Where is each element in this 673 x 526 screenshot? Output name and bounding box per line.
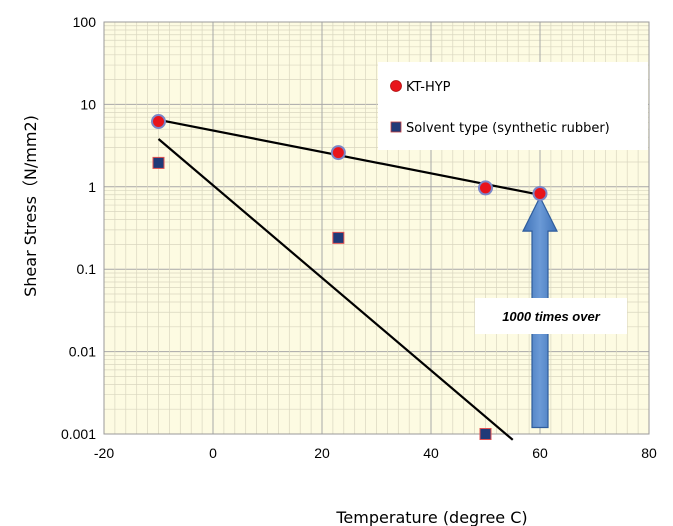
y-axis-label: Shear Stress（N/mm2) [21, 115, 40, 297]
x-tick-label: 40 [423, 445, 439, 461]
data-point-kt-hyp [532, 185, 548, 201]
annotation-background [475, 298, 627, 334]
x-tick-label: 0 [209, 445, 217, 461]
data-points [151, 114, 548, 440]
data-point-solvent [332, 231, 345, 244]
trendline-series-1 [158, 118, 541, 196]
x-tick-label: 60 [532, 445, 548, 461]
trendlines [157, 118, 541, 441]
x-tick-label: 20 [314, 445, 330, 461]
trendline-series-2 [157, 138, 514, 441]
y-tick-label: 100 [73, 14, 97, 30]
annotation-box: 1000 times over [475, 298, 627, 334]
legend-marker-kt-hyp [390, 80, 402, 92]
data-point-kt-hyp [478, 180, 493, 196]
y-tick-label: 0.1 [77, 261, 97, 277]
data-point-solvent [479, 428, 492, 440]
y-tick-label: 0.01 [69, 344, 96, 360]
data-point-kt-hyp [151, 114, 166, 130]
x-tick-labels: -20 0 20 40 60 80 [94, 445, 657, 461]
y-tick-label: 0.001 [61, 426, 96, 442]
y-tick-label: 1 [88, 179, 96, 195]
x-tick-label: 80 [641, 445, 657, 461]
data-point-kt-hyp [330, 145, 346, 161]
y-tick-labels: 0.001 0.01 0.1 1 10 100 [61, 14, 96, 442]
x-tick-label: -20 [94, 445, 114, 461]
x-axis-label: Temperature (degree C) [335, 508, 527, 526]
legend-label-solvent: Solvent type (synthetic rubber) [406, 121, 610, 136]
plot-border [103, 21, 650, 435]
legend: KT-HYP Solvent type (synthetic rubber) [378, 62, 648, 150]
legend-marker-solvent [390, 121, 402, 133]
y-tick-label: 10 [80, 96, 96, 112]
annotation-text: 1000 times over [502, 309, 601, 324]
data-point-solvent [152, 156, 165, 169]
legend-background [378, 62, 648, 150]
legend-label-kt-hyp: KT-HYP [406, 80, 451, 95]
